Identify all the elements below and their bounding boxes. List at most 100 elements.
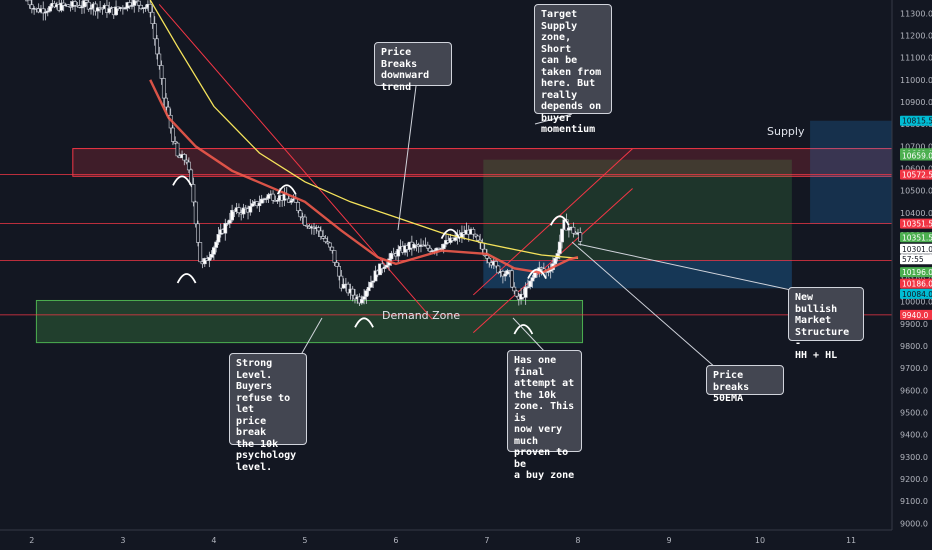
candle-body — [230, 210, 235, 221]
candle-body — [514, 290, 519, 297]
candle-body — [350, 288, 355, 296]
candle-body — [107, 8, 112, 13]
candle-body — [191, 184, 196, 203]
callout-bullish-structure: New bullish Market Structure - HH + HL — [788, 287, 864, 361]
candle-body — [480, 242, 485, 250]
price-tag — [900, 278, 932, 289]
candle-body — [130, 5, 134, 7]
candle-body — [382, 266, 387, 269]
candle-body — [485, 255, 489, 259]
projection-box-zone — [810, 120, 892, 224]
y-tick-label: 10500.0 — [900, 187, 932, 196]
candle-body — [339, 275, 344, 289]
callout-final-attempt: Has one final attempt at the 10k zone. T… — [507, 350, 582, 481]
candle-body — [264, 198, 269, 200]
candle-body — [275, 199, 280, 202]
y-tick-label: 9300.0 — [900, 453, 928, 462]
candle-body — [546, 270, 551, 273]
candle-body — [557, 241, 562, 254]
candle-body — [494, 261, 498, 267]
candle-body — [68, 6, 73, 8]
candle-body — [487, 257, 492, 264]
y-tick-label: 11100.0 — [900, 54, 932, 63]
candle-body — [332, 250, 337, 263]
x-tick-label: 10 — [755, 536, 765, 545]
candle-body — [114, 6, 118, 16]
y-tick-label: 9700.0 — [900, 364, 928, 373]
candle-body — [318, 230, 323, 237]
candle-body — [241, 207, 246, 215]
candle-body — [223, 223, 228, 234]
candle-body — [389, 252, 394, 260]
candle-body — [380, 263, 385, 269]
candle-body — [303, 216, 307, 226]
price-tag-label: 10186.0 — [902, 280, 932, 289]
x-tick-label: 5 — [302, 536, 307, 545]
callout-pointer — [577, 243, 801, 293]
price-tag-label: 10351.5 — [902, 220, 932, 229]
candle-body — [209, 253, 214, 258]
price-tag — [900, 288, 932, 299]
y-tick-label: 9900.0 — [900, 320, 928, 329]
candle-body — [325, 241, 330, 244]
price-tag — [900, 169, 932, 180]
price-tag — [900, 254, 932, 265]
candle-body — [378, 263, 382, 276]
candle-body — [248, 205, 253, 213]
x-tick-label: 7 — [484, 536, 489, 545]
candle-body — [136, 0, 141, 6]
price-tag-label: 10659.0 — [902, 151, 932, 160]
price-tag — [900, 232, 932, 243]
pivot-arc — [176, 273, 197, 284]
supply-zone — [72, 148, 893, 177]
candle-body — [532, 272, 537, 278]
candle-body — [512, 286, 517, 292]
candle-body — [150, 11, 155, 24]
candle-body — [453, 237, 458, 241]
callout-price-breaks-ema: Price breaks 50EMA — [706, 365, 784, 404]
candle-body — [505, 270, 510, 275]
price-tag-label: 10196.0 — [902, 268, 932, 277]
candle-body — [503, 273, 508, 277]
candle-body — [89, 7, 93, 10]
y-tick-label: 9400.0 — [900, 431, 928, 440]
x-tick-label: 3 — [120, 536, 125, 545]
y-tick-label: 9500.0 — [900, 408, 928, 417]
candle-body — [184, 159, 189, 163]
candle-body — [216, 234, 221, 243]
pivot-arc — [549, 215, 570, 226]
candle-body — [334, 262, 339, 267]
candle-body — [396, 249, 401, 257]
candle-body — [341, 283, 346, 289]
candle-body — [526, 286, 530, 289]
candle-body — [323, 238, 328, 243]
candle-body — [373, 270, 378, 282]
candle-body — [66, 4, 71, 7]
candle-body — [45, 10, 50, 13]
candle-body — [175, 142, 180, 157]
candle-body — [77, 5, 82, 8]
x-tick-label: 9 — [666, 536, 671, 545]
price-tag — [900, 150, 932, 161]
candle-body — [173, 141, 178, 144]
candle-body — [61, 2, 66, 6]
candle-body — [271, 193, 275, 201]
pivot-arc — [513, 324, 534, 335]
candle-body — [198, 242, 203, 263]
candle-body — [553, 258, 558, 264]
candle-body — [59, 2, 64, 11]
candle-body — [528, 280, 533, 288]
pivot-arc — [172, 175, 192, 186]
candle-body — [369, 281, 373, 288]
pivot-arc — [527, 268, 547, 279]
candle-body — [359, 299, 364, 304]
price-tag — [900, 309, 932, 320]
callout-pointer — [571, 241, 717, 369]
candle-body — [43, 11, 48, 14]
y-tick-label: 9200.0 — [900, 475, 928, 484]
candle-body — [441, 243, 446, 249]
y-tick-label: 11300.0 — [900, 9, 932, 18]
candle-body — [161, 78, 166, 99]
y-tick-label: 9000.0 — [900, 519, 928, 528]
